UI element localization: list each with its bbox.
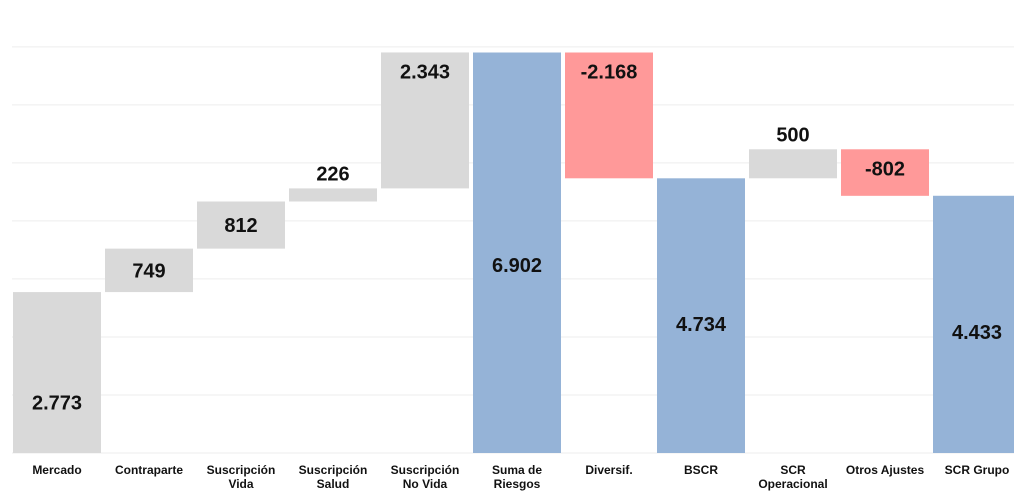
category-label: Riesgos [494, 477, 541, 491]
category-label: Suscripción [391, 463, 460, 477]
category-label: No Vida [403, 477, 448, 491]
bar-suscripción-salud [289, 188, 377, 202]
category-label: Vida [228, 477, 253, 491]
value-label: -2.168 [581, 62, 638, 84]
bar-suscripción-vida [197, 201, 285, 249]
bar-scr-operacional [749, 149, 837, 179]
bars [13, 52, 1014, 454]
category-labels: Mercado Contraparte SuscripciónVidaSuscrip… [32, 463, 1009, 491]
category-label: BSCR [684, 463, 718, 477]
value-label: 4.734 [676, 314, 727, 336]
category-label: Salud [317, 477, 350, 491]
value-label: 226 [316, 163, 349, 185]
bar-mercado [13, 292, 101, 453]
category-label: Otros Ajustes [846, 463, 925, 477]
value-label: 500 [776, 124, 809, 146]
category-label: Suscripción [299, 463, 368, 477]
category-label: Contraparte [115, 463, 183, 477]
value-label: 812 [224, 215, 257, 237]
value-label: 2.773 [32, 393, 82, 415]
bar-bscr [657, 178, 745, 454]
bar-suma-de-riesgos [473, 52, 561, 453]
value-label: 749 [132, 260, 165, 282]
category-label: Operacional [758, 477, 827, 491]
bar-otros-ajustes [841, 149, 929, 196]
bar-contraparte [105, 248, 193, 293]
bar-diversif- [565, 52, 653, 179]
category-label: SCR [780, 463, 806, 477]
category-label: Diversif. [585, 463, 632, 477]
value-label: 4.433 [952, 322, 1002, 344]
category-label: SCR Grupo [945, 463, 1010, 477]
value-label: 2.343 [400, 61, 450, 83]
value-label: -802 [865, 158, 905, 180]
bar-suscripción-no-vida [381, 52, 469, 189]
value-labels: 2.773 749 812 226 2.343 6.902 -2.168 4.734 500 -8… [32, 61, 1002, 414]
category-label: Suma de [492, 463, 542, 477]
value-label: 6.902 [492, 255, 542, 277]
category-label: Mercado [32, 463, 81, 477]
bar-scr-grupo [933, 195, 1014, 453]
category-label: Suscripción [207, 463, 276, 477]
